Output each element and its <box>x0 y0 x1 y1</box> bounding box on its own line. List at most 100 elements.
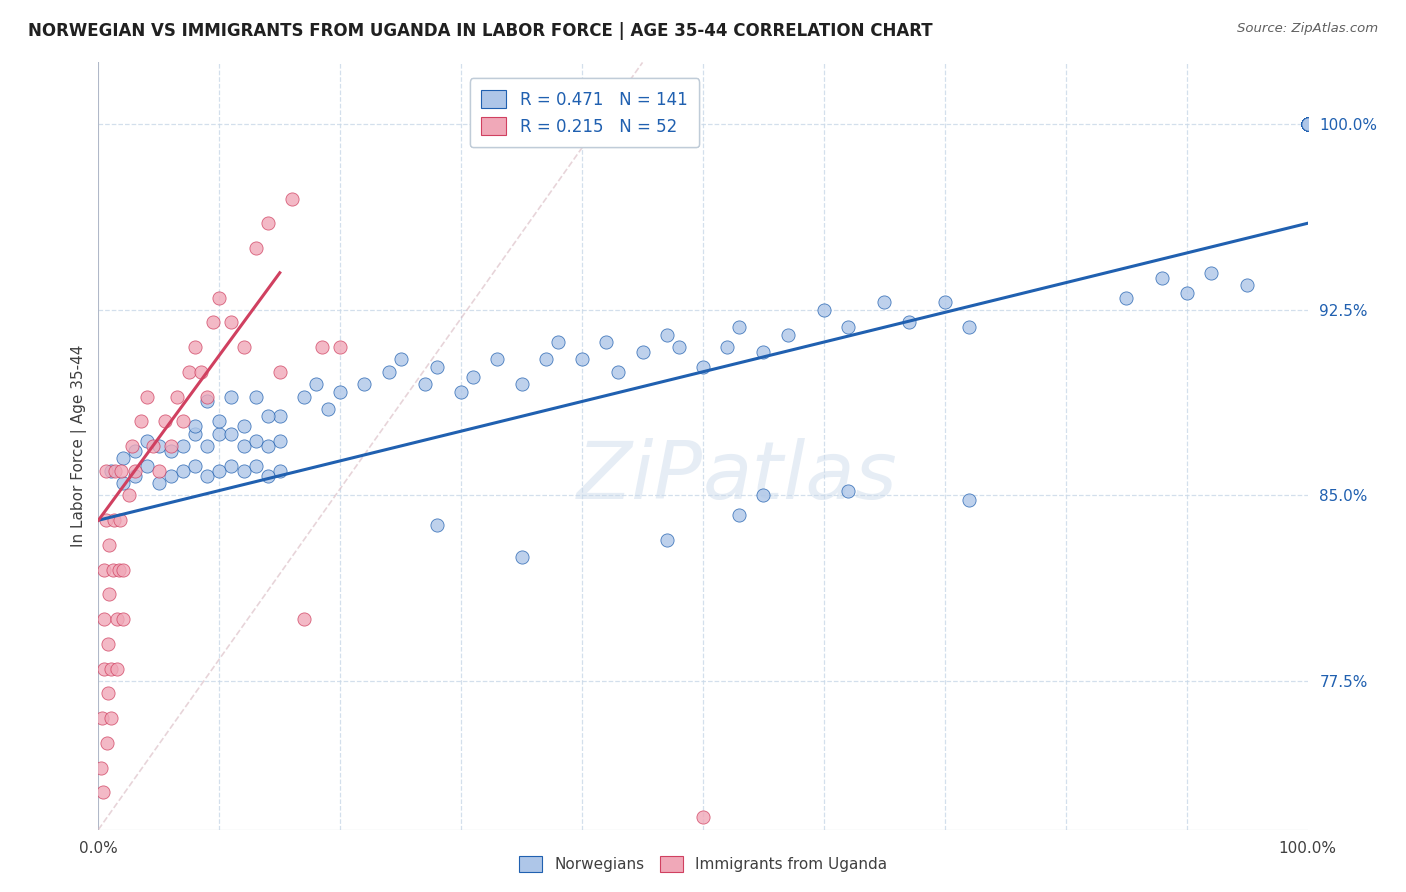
Point <box>1296 117 1319 131</box>
Point <box>184 340 207 354</box>
Point <box>93 662 115 676</box>
Point <box>655 327 678 342</box>
Legend: Norwegians, Immigrants from Uganda: Norwegians, Immigrants from Uganda <box>512 848 894 880</box>
Point <box>873 295 896 310</box>
Point <box>190 365 212 379</box>
Point <box>269 434 291 448</box>
Point <box>1296 117 1319 131</box>
Point <box>1296 117 1319 131</box>
Point <box>105 662 128 676</box>
Point <box>118 488 141 502</box>
Point <box>1296 117 1319 131</box>
Point <box>1296 117 1319 131</box>
Point <box>776 327 799 342</box>
Point <box>752 345 775 359</box>
Point <box>1296 117 1319 131</box>
Point <box>93 563 115 577</box>
Point <box>111 476 134 491</box>
Point <box>1296 117 1319 131</box>
Point <box>1296 117 1319 131</box>
Point <box>208 291 231 305</box>
Point <box>1296 117 1319 131</box>
Point <box>179 365 201 379</box>
Point <box>232 439 254 453</box>
Point <box>148 439 170 453</box>
Point <box>426 359 449 374</box>
Point <box>292 390 315 404</box>
Point <box>142 439 165 453</box>
Point <box>91 785 114 799</box>
Point <box>269 365 291 379</box>
Point <box>837 320 859 334</box>
Point <box>90 761 112 775</box>
Point <box>221 426 243 441</box>
Point <box>208 464 231 478</box>
Point <box>221 458 243 473</box>
Point <box>221 390 243 404</box>
Point <box>135 434 157 448</box>
Point <box>1296 117 1319 131</box>
Point <box>1296 117 1319 131</box>
Point <box>111 612 134 626</box>
Point <box>510 550 533 565</box>
Point <box>100 662 122 676</box>
Point <box>232 340 254 354</box>
Point <box>1175 285 1198 300</box>
Point <box>1296 117 1319 131</box>
Point <box>1296 117 1319 131</box>
Point <box>1296 117 1319 131</box>
Point <box>957 493 980 508</box>
Point <box>148 464 170 478</box>
Point <box>692 359 714 374</box>
Point <box>245 241 267 255</box>
Point <box>172 439 194 453</box>
Point <box>160 444 183 458</box>
Point <box>221 315 243 329</box>
Point <box>96 736 118 750</box>
Point <box>377 365 399 379</box>
Point <box>124 444 146 458</box>
Point <box>1115 291 1137 305</box>
Point <box>486 352 509 367</box>
Point <box>1199 266 1222 280</box>
Legend: R = 0.471   N = 141, R = 0.215   N = 52: R = 0.471 N = 141, R = 0.215 N = 52 <box>470 78 699 147</box>
Point <box>256 409 278 424</box>
Point <box>269 464 291 478</box>
Point <box>124 464 146 478</box>
Point <box>100 711 122 725</box>
Point <box>103 513 125 527</box>
Point <box>108 563 131 577</box>
Point <box>329 340 352 354</box>
Point <box>105 612 128 626</box>
Point <box>166 390 188 404</box>
Point <box>1296 117 1319 131</box>
Point <box>97 686 120 700</box>
Point <box>463 369 485 384</box>
Point <box>94 513 117 527</box>
Point <box>91 711 114 725</box>
Point <box>232 419 254 434</box>
Point <box>1296 117 1319 131</box>
Point <box>195 439 218 453</box>
Point <box>1296 117 1319 131</box>
Point <box>389 352 412 367</box>
Point <box>571 352 593 367</box>
Point <box>450 384 472 399</box>
Point <box>837 483 859 498</box>
Point <box>813 302 835 317</box>
Point <box>728 320 751 334</box>
Point <box>426 518 449 533</box>
Point <box>94 464 117 478</box>
Point <box>195 390 218 404</box>
Point <box>329 384 352 399</box>
Point <box>148 476 170 491</box>
Point <box>1296 117 1319 131</box>
Point <box>1296 117 1319 131</box>
Point <box>153 414 176 428</box>
Point <box>305 377 328 392</box>
Point <box>934 295 956 310</box>
Point <box>111 563 134 577</box>
Point <box>897 315 920 329</box>
Point <box>1296 117 1319 131</box>
Point <box>232 464 254 478</box>
